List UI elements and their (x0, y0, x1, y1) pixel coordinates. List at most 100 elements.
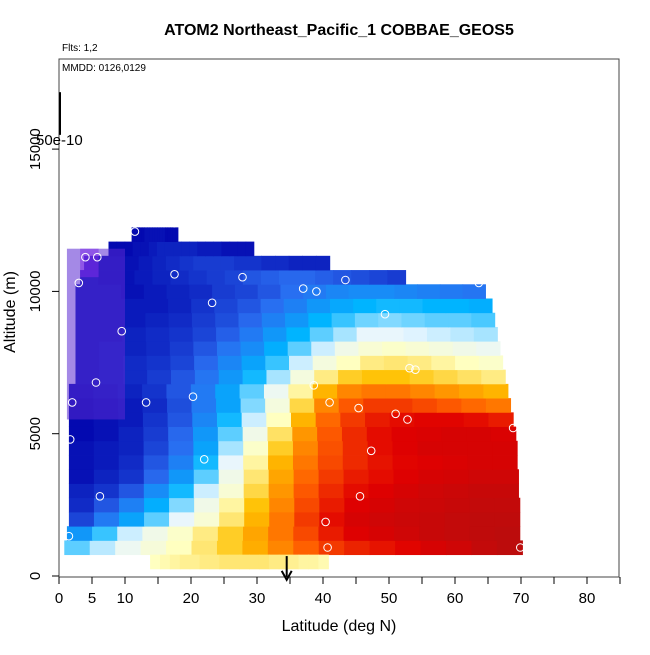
heatmap-cell (467, 455, 493, 470)
heatmap-cell (189, 284, 213, 299)
heatmap-cell (471, 540, 498, 556)
data-point (355, 492, 365, 501)
data-point (170, 218, 179, 228)
heatmap-cell (288, 255, 303, 271)
heatmap-cell (331, 312, 356, 328)
heatmap-cell (311, 341, 336, 356)
heatmap-cell (170, 369, 196, 385)
heatmap-cell (385, 369, 411, 385)
heatmap-cell (287, 341, 312, 356)
heatmap-cell (189, 241, 198, 257)
heatmap-cell (234, 255, 249, 271)
heatmap-cell (368, 469, 395, 484)
heatmap-cell (162, 227, 166, 242)
heatmap-cell (330, 298, 354, 314)
heatmap-cell (445, 298, 470, 314)
heatmap-cell (340, 412, 366, 427)
heatmap-cell (369, 540, 396, 556)
heatmap-cell (405, 341, 430, 356)
heatmap-cell (488, 412, 514, 427)
heatmap-cell (242, 270, 262, 285)
heatmap-cell (122, 312, 146, 328)
heatmap-cell (242, 540, 269, 556)
heatmap-cell (410, 383, 436, 399)
x-tick-label: 0 (55, 590, 63, 607)
heatmap-cell (471, 312, 496, 328)
heatmap-cell (219, 497, 245, 513)
heatmap-cell (448, 312, 472, 328)
heatmap-cell (205, 241, 214, 257)
heatmap-cell (168, 483, 195, 499)
heatmap-cell (168, 469, 195, 484)
heatmap-cell (245, 241, 255, 257)
heatmap-cell (429, 341, 454, 356)
heatmap-cell (469, 511, 496, 527)
heatmap-cell (239, 383, 265, 399)
heatmap-cell (170, 270, 190, 285)
heatmap-cell (469, 497, 496, 513)
heatmap-cell (420, 540, 447, 556)
heatmap-cell (496, 540, 523, 556)
heatmap-cell (341, 426, 368, 442)
heatmap-cell (243, 455, 269, 470)
heatmap-cell (142, 398, 168, 413)
heatmap-cell (193, 255, 208, 271)
heatmap-cell (118, 511, 145, 527)
heatmap-cell (143, 483, 170, 499)
heatmap-cell (159, 554, 171, 570)
heatmap-cell (167, 227, 171, 242)
heatmap-cell (318, 526, 345, 541)
data-point (323, 543, 332, 552)
heatmap-cell (191, 298, 215, 314)
heatmap-cell (93, 497, 120, 513)
heatmap-cell (243, 469, 270, 484)
heatmap-cell (298, 554, 310, 570)
data-point (312, 287, 321, 296)
heatmap-cell (302, 255, 317, 271)
heatmap-cell (238, 312, 263, 328)
heatmap-cell (444, 511, 471, 527)
y-tick-label: 15000 (27, 128, 44, 170)
x-tick-label: 70 (513, 590, 530, 607)
heatmap-cell (118, 426, 144, 442)
heatmap-cell (140, 241, 150, 257)
heatmap-cell (175, 227, 179, 242)
heatmap-cell (212, 284, 236, 299)
heatmap-cell (140, 540, 167, 556)
heatmap-cell (459, 383, 485, 399)
heatmap-cell (144, 298, 169, 314)
data-point (91, 378, 101, 387)
heatmap-cell (214, 298, 239, 314)
heatmap-cell (125, 255, 140, 271)
heatmap-cell (168, 312, 193, 328)
heatmap-cell (463, 412, 490, 427)
heatmap-cell (293, 469, 320, 484)
heatmap-cell (419, 526, 445, 541)
heatmap-cell (123, 369, 148, 385)
heatmap-cell (68, 497, 95, 513)
heatmap-cell (442, 455, 468, 470)
heatmap-cell (244, 511, 270, 527)
data-point (321, 517, 330, 527)
heatmap-cell (145, 326, 170, 342)
data-point (95, 492, 105, 501)
heatmap-cell (354, 312, 379, 328)
heatmap-cell (450, 326, 475, 342)
heatmap-cell (318, 554, 329, 570)
heatmap-cell (191, 312, 216, 328)
heatmap-cell (154, 227, 158, 242)
heatmap-cell (194, 511, 220, 527)
heatmap-cell (265, 355, 290, 371)
heatmap-cell (149, 227, 153, 242)
heatmap-cell (492, 455, 518, 470)
heatmap-cell (309, 326, 334, 342)
heatmap-cell (315, 412, 341, 427)
data-point (366, 446, 376, 456)
heatmap-cell (166, 540, 193, 556)
heatmap-cell (455, 355, 480, 371)
heatmap-cell (242, 369, 268, 385)
heatmap-cell (143, 469, 170, 484)
x-tick-label: 80 (579, 590, 596, 607)
heatmap-cell (118, 469, 145, 484)
heatmap-cell (265, 398, 291, 413)
